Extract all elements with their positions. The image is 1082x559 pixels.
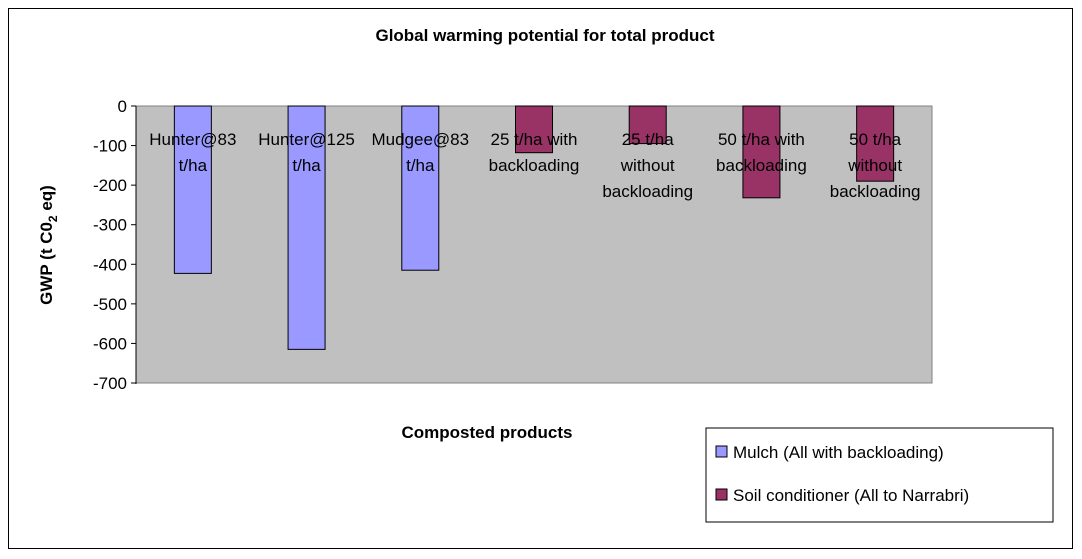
y-axis-ticks: 0 -100 -200 -300 -400 -500 -600 -700 [93, 97, 136, 393]
bar-mulch-2 [287, 105, 326, 350]
y-tick-label: 0 [118, 97, 127, 116]
bar-mulch-3 [401, 105, 440, 271]
legend-label-soil-conditioner: Soil conditioner (All to Narrabri) [733, 486, 969, 505]
category-label: 50 t/ha with backloading [716, 130, 807, 175]
category-label: Mudgee@83 t/ha [371, 130, 469, 175]
y-axis-label-tail: eq) [37, 185, 56, 215]
x-axis-label: Composted products [402, 423, 573, 442]
category-label: 25 t/ha without backloading [602, 130, 693, 201]
y-tick-label: -700 [93, 374, 127, 393]
y-tick-label: -200 [93, 176, 127, 195]
legend-box [705, 427, 1054, 523]
legend-swatch-mulch [715, 445, 728, 458]
bar-mulch-1 [173, 105, 212, 274]
bar-soil-conditioner-6 [742, 105, 781, 199]
category-label: 25 t/ha with backloading [489, 130, 580, 175]
bars-group [173, 105, 895, 350]
y-axis-label-subscript: 2 [46, 215, 60, 222]
y-axis-label: GWP (t C02 eq) [37, 185, 60, 305]
bar-soil-conditioner-5 [628, 105, 667, 145]
y-tick-label: -600 [93, 334, 127, 353]
bar-soil-conditioner-7 [856, 105, 895, 182]
category-label: Hunter@125 t/ha [258, 130, 355, 175]
category-label: Hunter@83 t/ha [149, 130, 236, 175]
category-labels: Hunter@83 t/ha Hunter@125 t/ha Mudgee@83 t/ha… [149, 130, 920, 201]
category-label: 50 t/ha without backloading [830, 130, 921, 201]
y-tick-label: -400 [93, 255, 127, 274]
legend-swatch-soil-conditioner [715, 488, 728, 501]
y-axis-label-main: GWP (t C0 [37, 222, 56, 305]
chart-title: Global warming potential for total produ… [375, 26, 714, 45]
legend-label-mulch: Mulch (All with backloading) [733, 443, 944, 462]
y-tick-label: -500 [93, 295, 127, 314]
y-tick-label: -300 [93, 216, 127, 235]
y-tick-label: -100 [93, 137, 127, 156]
bar-soil-conditioner-4 [515, 105, 553, 154]
